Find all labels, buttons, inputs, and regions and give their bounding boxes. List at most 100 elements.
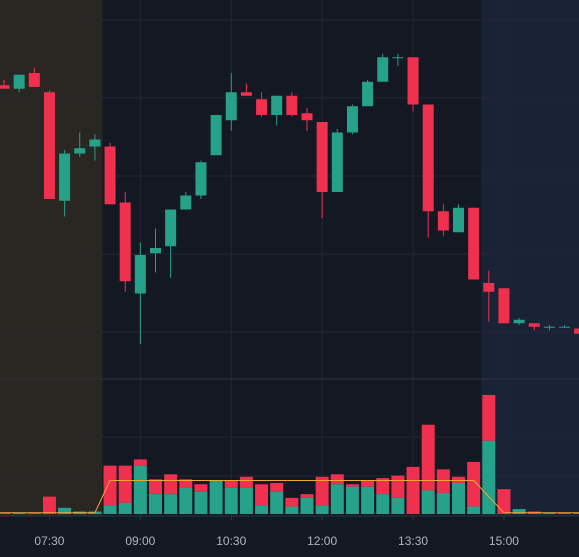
candle-body — [59, 153, 71, 201]
candle-body — [574, 328, 579, 334]
volume-bar-buy — [194, 491, 208, 514]
post-market-shading — [481, 0, 579, 516]
candle-body — [165, 209, 177, 247]
volume-bar-sell — [406, 466, 420, 514]
volume-bar-sell — [558, 512, 572, 514]
candle-body — [528, 323, 540, 327]
volume-bar-buy — [421, 490, 435, 514]
candle-body — [0, 85, 10, 89]
candle-body — [301, 113, 313, 121]
volume-bar-buy — [315, 505, 329, 514]
candle-body — [346, 106, 358, 133]
candle-body — [104, 146, 116, 205]
volume-bar-buy — [330, 484, 344, 514]
candle-body — [150, 248, 161, 254]
volume-bar-sell — [315, 476, 329, 506]
volume-bar-buy — [255, 505, 269, 514]
volume-bar-sell — [27, 512, 41, 514]
candle-body — [256, 99, 268, 115]
volume-bar-sell — [391, 475, 405, 498]
volume-bar-sell — [467, 461, 481, 507]
candle-body — [240, 92, 252, 96]
volume-bar-sell — [436, 469, 450, 493]
candle-body — [498, 288, 510, 324]
volume-bar-buy — [285, 506, 299, 514]
candle-body — [437, 211, 449, 231]
volume-bar-buy — [164, 494, 178, 514]
time-tick-label: 09:00 — [125, 534, 155, 548]
candle-body — [43, 92, 55, 199]
candle-body — [195, 162, 207, 196]
volume-bar-sell — [118, 465, 132, 503]
volume-bar-sell — [497, 489, 511, 514]
volume-bar-buy — [12, 512, 26, 514]
volume-bar-buy — [58, 507, 72, 514]
candle-body — [119, 202, 131, 282]
volume-bar-sell — [361, 480, 375, 487]
volume-bar-sell — [224, 480, 238, 488]
volume-average-line — [0, 480, 579, 514]
candle-body — [483, 283, 495, 292]
volume-bar-buy — [300, 497, 314, 514]
volume-bar-buy — [345, 486, 359, 514]
volume-bar-buy — [118, 502, 132, 514]
candle-body — [286, 95, 298, 115]
candle-body — [316, 122, 328, 192]
volume-bar-sell — [0, 512, 11, 514]
volume-bar-sell — [376, 478, 390, 495]
volume-bar-sell — [573, 512, 579, 514]
volume-bar-sell — [421, 424, 435, 491]
volume-bar-buy — [376, 494, 390, 514]
volume-bar-sell — [103, 465, 117, 506]
volume-bar-buy — [133, 465, 147, 514]
volume-bar-buy — [149, 494, 162, 514]
volume-bar-buy — [361, 486, 375, 514]
volume-bar-buy — [542, 512, 556, 514]
time-tick-label: 10:30 — [216, 534, 246, 548]
candle-body — [89, 139, 101, 147]
volume-bar-sell — [330, 474, 344, 485]
volume-bar-buy — [209, 480, 223, 514]
candle-body — [362, 81, 374, 107]
volume-bar-sell — [42, 496, 56, 514]
volume-bar-sell — [149, 479, 162, 495]
candle-body — [543, 326, 555, 328]
volume-bar-sell — [300, 494, 314, 498]
time-tick-label: 13:30 — [398, 534, 428, 548]
volume-bar-buy — [482, 440, 496, 514]
volume-bar-buy — [270, 491, 284, 514]
volume-bar-sell — [133, 459, 147, 466]
volume-bar-buy — [467, 506, 481, 514]
candle-body — [225, 92, 237, 121]
volume-bar-sell — [255, 484, 269, 506]
candle-body — [13, 74, 25, 89]
volume-bar-buy — [436, 492, 450, 514]
candle-body — [28, 73, 40, 87]
candle-body — [210, 115, 222, 156]
volume-bar-buy — [239, 487, 253, 514]
volume-bar-buy — [512, 509, 526, 514]
candle-body — [271, 95, 283, 115]
candle-body — [422, 104, 434, 212]
candle-body — [377, 57, 389, 82]
volume-bar-buy — [224, 487, 238, 514]
volume-bar-sell — [345, 484, 359, 487]
candle-body — [513, 319, 525, 324]
candle-body — [331, 132, 343, 192]
time-tick-label: 15:00 — [489, 534, 519, 548]
time-tick-label: 07:30 — [34, 534, 64, 548]
volume-bar-sell — [239, 476, 253, 488]
volume-bar-sell — [194, 484, 208, 492]
candle-body — [392, 57, 404, 59]
candle-body — [453, 207, 464, 233]
volume-bar-buy — [452, 483, 465, 514]
candle-body — [180, 195, 192, 210]
volume-bar-buy — [179, 487, 193, 514]
volume-bar-sell — [452, 476, 465, 483]
candle-body — [407, 57, 419, 105]
candle-body — [468, 207, 480, 280]
candle-body — [559, 326, 571, 328]
volume-bar-buy — [391, 497, 405, 514]
